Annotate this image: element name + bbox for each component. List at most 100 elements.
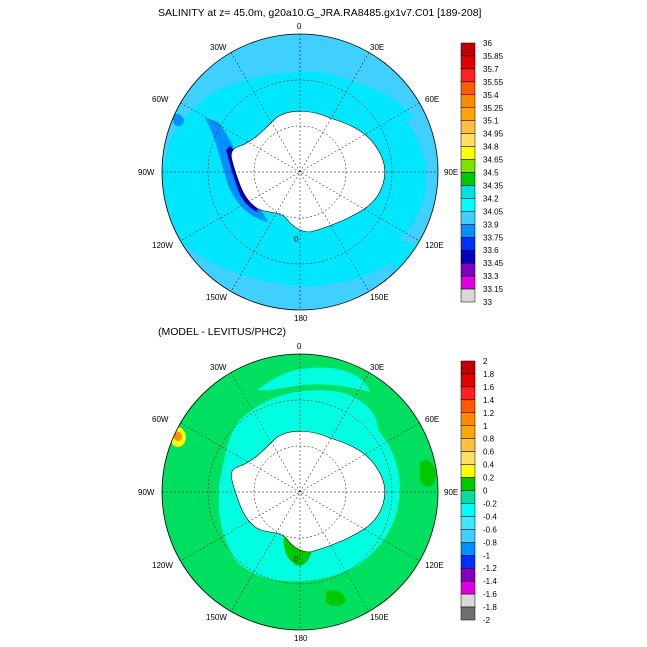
salinity-colorbar: 36 35.85 35.7 35.55 35.4 35.25 35.1 34.95 34.8 34… [460,39,504,307]
colorbar-label: 34.65 [483,156,504,165]
antarctica-bottom [230,430,386,553]
colorbar-label: -1 [483,551,491,560]
colorbar-swatch [460,593,476,608]
colorbar-swatch [460,477,476,491]
contour-label-bottom: 0 [294,555,299,564]
colorbar-label: -1.8 [483,603,497,612]
colorbar-swatch [460,288,476,303]
colorbar-label: 35.4 [483,91,499,100]
colorbar-swatch [460,81,476,96]
svg-text:120E: 120E [425,241,444,250]
colorbar-label: 1.8 [483,370,495,379]
colorbar-label: 34.35 [483,181,504,190]
svg-text:90E: 90E [444,488,458,497]
svg-text:150W: 150W [206,613,227,622]
colorbar-swatch [460,542,476,556]
colorbar-swatch [460,275,476,290]
difference-positive-patch-3 [326,590,346,607]
svg-text:90W: 90W [138,168,155,177]
colorbar-label: -1.6 [483,590,497,599]
colorbar-swatch [460,42,476,57]
colorbar-label: 1.2 [483,409,495,418]
svg-text:0: 0 [297,22,302,31]
colorbar-label: 35.25 [483,104,504,113]
colorbar-label: 0.4 [483,461,495,470]
top-map-title: SALINITY at z= 45.0m, g20a10.G_JRA.RA848… [158,7,482,19]
colorbar-label: 33.15 [483,285,504,294]
colorbar-swatch [460,412,476,426]
salinity-map: 0 0 30E 60E 90E 120E 150E 180 150W 120W … [138,22,504,323]
colorbar-swatch [460,211,476,225]
colorbar-label: -0.4 [483,512,497,521]
antarctica-top [230,110,386,233]
svg-text:30E: 30E [370,43,384,52]
svg-text:30W: 30W [210,363,227,372]
colorbar-label: 33.75 [483,233,504,242]
colorbar-swatch [460,68,476,83]
colorbar-swatch [460,172,476,186]
colorbar-swatch [460,399,476,414]
difference-negative-north [258,367,370,392]
colorbar-swatch [460,438,476,452]
difference-map: 0 0 30E 60E 90E 120E 150E 180 150W 120W … [138,342,497,643]
colorbar-label: 35.55 [483,78,504,87]
svg-text:150E: 150E [370,613,389,622]
lon-labels-top: 0 30E 60E 90E 120E 150E 180 150W 120W 90… [138,22,458,323]
colorbar-swatch [460,198,476,212]
svg-text:180: 180 [294,634,308,643]
svg-text:120W: 120W [152,241,173,250]
colorbar-label: 35.1 [483,117,499,126]
colorbar-label: 33.9 [483,220,499,229]
colorbar-swatch [460,555,476,569]
colorbar-swatch [460,224,476,238]
svg-text:60W: 60W [152,95,169,104]
colorbar-label: 2 [483,357,488,366]
svg-text:150E: 150E [370,293,389,302]
svg-text:60E: 60E [425,95,439,104]
colorbar-swatch [460,360,476,375]
contour-label-top: 0 [294,235,299,244]
colorbar-label: 33.6 [483,246,499,255]
colorbar-label: 35.7 [483,65,499,74]
colorbar-label: -1.4 [483,577,497,586]
colorbar-label: 33.45 [483,259,504,268]
colorbar-label: 0 [483,487,488,496]
colorbar-swatch [460,159,476,173]
colorbar-label: 34.05 [483,207,504,216]
colorbar-swatch [460,55,476,70]
colorbar-swatch [460,516,476,530]
colorbar-swatch [460,386,476,401]
colorbar-swatch [460,464,476,478]
colorbar-swatch [460,503,476,517]
bottom-map-title: (MODEL - LEVITUS/PHC2) [158,326,286,338]
colorbar-label: 34.8 [483,143,499,152]
colorbar-label: 1.6 [483,383,495,392]
colorbar-swatch [460,185,476,199]
graticule-top [162,34,438,310]
colorbar-swatch [460,567,476,582]
colorbar-swatch [460,237,476,251]
colorbar-label: -0.2 [483,499,497,508]
svg-text:90E: 90E [444,168,458,177]
colorbar-label: 0.8 [483,435,495,444]
colorbar-swatch [460,133,476,147]
colorbar-label: 35.85 [483,52,504,61]
colorbar-swatch [460,606,476,621]
colorbar-swatch [460,490,476,504]
colorbar-label: 33 [483,298,492,307]
colorbar-label: 34.95 [483,130,504,139]
svg-text:120W: 120W [152,561,173,570]
svg-text:150W: 150W [206,293,227,302]
svg-text:90W: 90W [138,488,155,497]
graticule-bottom [162,354,438,630]
colorbar-label: 34.2 [483,194,499,203]
colorbar-swatch [460,249,476,264]
colorbar-label: -0.8 [483,538,497,547]
colorbar-swatch [460,580,476,595]
lon-labels-bottom: 0 30E 60E 90E 120E 150E 180 150W 120W 90… [138,342,458,643]
colorbar-label: 1.4 [483,396,495,405]
salinity-fresh-spot [172,113,184,127]
salinity-band-north [162,34,438,172]
difference-colorbar: 2 1.8 1.6 1.4 1.2 1 0.8 0.6 0.4 0.2 0 -0.2 -0.4 -0.6 -… [460,357,497,625]
difference-warm-anomaly-core [174,431,182,441]
